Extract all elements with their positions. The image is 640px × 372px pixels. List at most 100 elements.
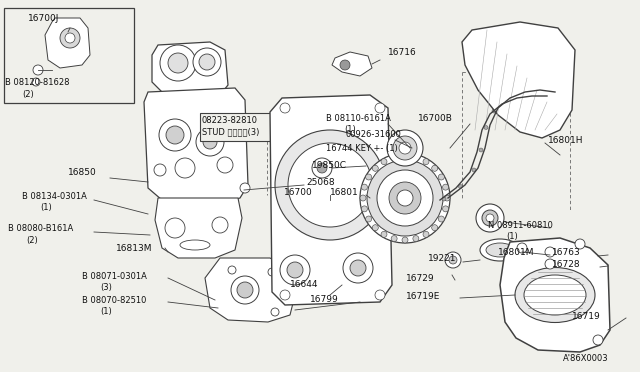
Text: 19850C: 19850C [312, 161, 347, 170]
Circle shape [271, 308, 279, 316]
Text: B 08070-82510: B 08070-82510 [82, 296, 147, 305]
Circle shape [517, 243, 527, 253]
Text: 16801M: 16801M [498, 248, 534, 257]
Text: STUD スタッド(3): STUD スタッド(3) [202, 127, 259, 136]
Text: B 08071-0301A: B 08071-0301A [82, 272, 147, 281]
Text: N 08911-60810: N 08911-60810 [488, 221, 553, 230]
Circle shape [237, 282, 253, 298]
Circle shape [360, 195, 366, 201]
Text: (1): (1) [344, 125, 356, 134]
Bar [200, 113, 335, 141]
Text: B 08120-81628: B 08120-81628 [5, 78, 70, 87]
Circle shape [350, 260, 366, 276]
Circle shape [438, 174, 444, 180]
Circle shape [484, 125, 488, 129]
Circle shape [381, 231, 387, 237]
Circle shape [365, 174, 372, 180]
Text: A'86X0003: A'86X0003 [563, 354, 609, 363]
Text: (2): (2) [26, 236, 38, 245]
Circle shape [575, 239, 585, 249]
Text: 16728: 16728 [552, 260, 580, 269]
Circle shape [154, 164, 166, 176]
Circle shape [545, 247, 555, 257]
Polygon shape [205, 258, 295, 322]
Circle shape [228, 266, 236, 274]
Circle shape [343, 253, 373, 283]
Circle shape [33, 65, 43, 75]
Circle shape [166, 126, 184, 144]
Text: 16719: 16719 [572, 312, 601, 321]
Text: 16799: 16799 [310, 295, 339, 304]
Circle shape [397, 190, 413, 206]
Circle shape [472, 168, 476, 172]
Text: 25068: 25068 [306, 178, 335, 187]
Polygon shape [155, 198, 242, 258]
Polygon shape [45, 18, 90, 68]
Polygon shape [500, 238, 610, 352]
Circle shape [280, 290, 290, 300]
Circle shape [165, 218, 185, 238]
Circle shape [442, 197, 446, 201]
Circle shape [240, 183, 250, 193]
Text: 16700J: 16700J [28, 14, 60, 23]
Circle shape [381, 158, 387, 165]
Ellipse shape [486, 243, 514, 257]
Circle shape [402, 153, 408, 159]
Text: (1): (1) [506, 232, 518, 241]
Text: B 08080-B161A: B 08080-B161A [8, 224, 73, 233]
Text: 00926-31600: 00926-31600 [345, 130, 401, 139]
Circle shape [288, 143, 372, 227]
Ellipse shape [180, 240, 210, 250]
Circle shape [362, 206, 367, 212]
Circle shape [402, 237, 408, 243]
Ellipse shape [480, 239, 520, 261]
Bar [4, 8, 134, 103]
Circle shape [534, 91, 538, 95]
Circle shape [199, 54, 215, 70]
Circle shape [413, 154, 419, 160]
Ellipse shape [524, 275, 586, 315]
Circle shape [479, 148, 483, 152]
Circle shape [593, 335, 603, 345]
Circle shape [443, 206, 449, 212]
Circle shape [432, 165, 438, 171]
Circle shape [375, 103, 385, 113]
Polygon shape [332, 52, 372, 76]
Text: (1): (1) [100, 307, 112, 316]
Circle shape [482, 210, 498, 226]
Text: 16744 KEY +- (1): 16744 KEY +- (1) [326, 144, 397, 153]
Text: 16850: 16850 [68, 168, 97, 177]
Circle shape [340, 60, 350, 70]
Circle shape [65, 33, 75, 43]
Circle shape [375, 290, 385, 300]
Circle shape [393, 136, 417, 160]
Circle shape [445, 252, 461, 268]
Circle shape [287, 262, 303, 278]
Circle shape [217, 157, 233, 173]
Circle shape [449, 256, 457, 264]
Circle shape [372, 165, 378, 171]
Text: 16719E: 16719E [406, 292, 440, 301]
Circle shape [159, 119, 191, 151]
Circle shape [362, 184, 367, 190]
Text: 16763: 16763 [552, 248, 580, 257]
Text: 16700: 16700 [284, 188, 313, 197]
Circle shape [486, 214, 494, 222]
Text: 08223-82810: 08223-82810 [202, 116, 258, 125]
Circle shape [444, 195, 450, 201]
Circle shape [32, 78, 40, 86]
Text: 16729: 16729 [406, 274, 435, 283]
Text: B 08134-0301A: B 08134-0301A [22, 192, 87, 201]
Circle shape [391, 154, 397, 160]
Circle shape [492, 109, 496, 113]
Text: (1): (1) [40, 203, 52, 212]
Circle shape [504, 99, 508, 103]
Circle shape [227, 122, 243, 138]
Circle shape [60, 28, 80, 48]
Text: 16813M: 16813M [116, 244, 152, 253]
Polygon shape [270, 95, 392, 305]
Circle shape [203, 135, 217, 149]
Circle shape [377, 170, 433, 226]
Circle shape [212, 217, 228, 233]
Polygon shape [462, 22, 575, 138]
